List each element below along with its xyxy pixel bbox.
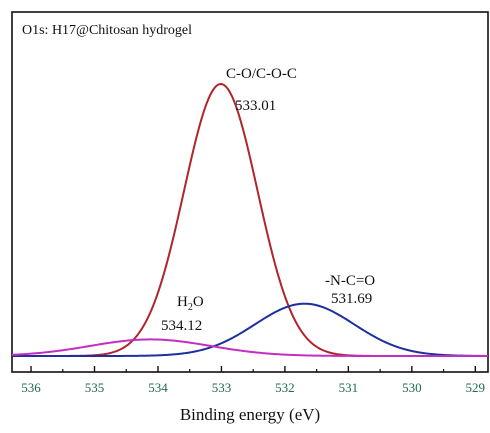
h2o-sub: 2 bbox=[188, 302, 193, 313]
x-tick-label: 532 bbox=[275, 380, 295, 395]
x-tick-label: 533 bbox=[212, 380, 232, 395]
peak-value-nco: 531.69 bbox=[331, 291, 372, 307]
x-ticks-layer: 536 535 534 533 532 531 530 529 bbox=[21, 366, 485, 395]
series-line-0 bbox=[12, 83, 488, 357]
peak-label-h2o: H2O bbox=[177, 294, 204, 313]
x-tick-label: 530 bbox=[402, 380, 422, 395]
curves-layer bbox=[11, 83, 489, 357]
h2o-tail: O bbox=[193, 294, 204, 310]
x-tick-label: 535 bbox=[85, 380, 105, 395]
x-tick-label: 534 bbox=[148, 380, 168, 395]
x-tick-label: 529 bbox=[466, 380, 486, 395]
chart-title: O1s: H17@Chitosan hydrogel bbox=[22, 23, 192, 38]
plot-frame bbox=[11, 11, 489, 373]
h2o-main: H bbox=[177, 294, 188, 310]
x-tick-label: 536 bbox=[21, 380, 41, 395]
peak-value-h2o: 534.12 bbox=[161, 318, 202, 334]
peak-label-co: C-O/C-O-C bbox=[226, 66, 297, 82]
x-axis-label: Binding energy (eV) bbox=[180, 405, 320, 424]
series-line-2 bbox=[11, 338, 488, 357]
peak-label-nco: -N-C=O bbox=[325, 273, 375, 289]
peak-value-co: 533.01 bbox=[235, 98, 276, 114]
x-tick-label: 531 bbox=[339, 380, 359, 395]
series-line-1 bbox=[12, 302, 489, 357]
